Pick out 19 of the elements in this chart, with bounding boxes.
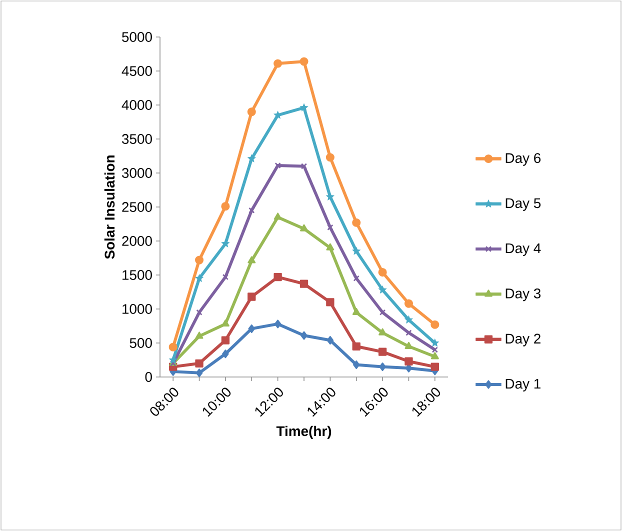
legend-label: Day 4 [506,243,541,256]
y-tick-label: 3500 [122,134,152,144]
y-tick-label: 4500 [122,66,152,76]
y-tick-label: 2000 [122,236,152,246]
y-tick-label: 3000 [122,168,152,178]
legend-label: Day 5 [506,198,541,211]
y-tick-label: 2500 [122,202,152,212]
legend-label: Day 1 [506,378,540,392]
y-tick-label: 5000 [122,32,152,42]
x-axis-title: Time(hr) [276,426,332,439]
y-tick-label: 1000 [122,304,152,314]
legend-label: Day 3 [506,288,541,302]
y-tick-label: 0 [145,372,152,382]
y-tick-label: 1500 [122,270,152,280]
legend-label: Day 6 [506,153,541,166]
legend-label: Day 2 [506,334,540,346]
y-axis-title: Solar Insulation [104,156,115,259]
y-tick-label: 4000 [122,100,152,110]
y-tick-label: 500 [130,338,152,348]
